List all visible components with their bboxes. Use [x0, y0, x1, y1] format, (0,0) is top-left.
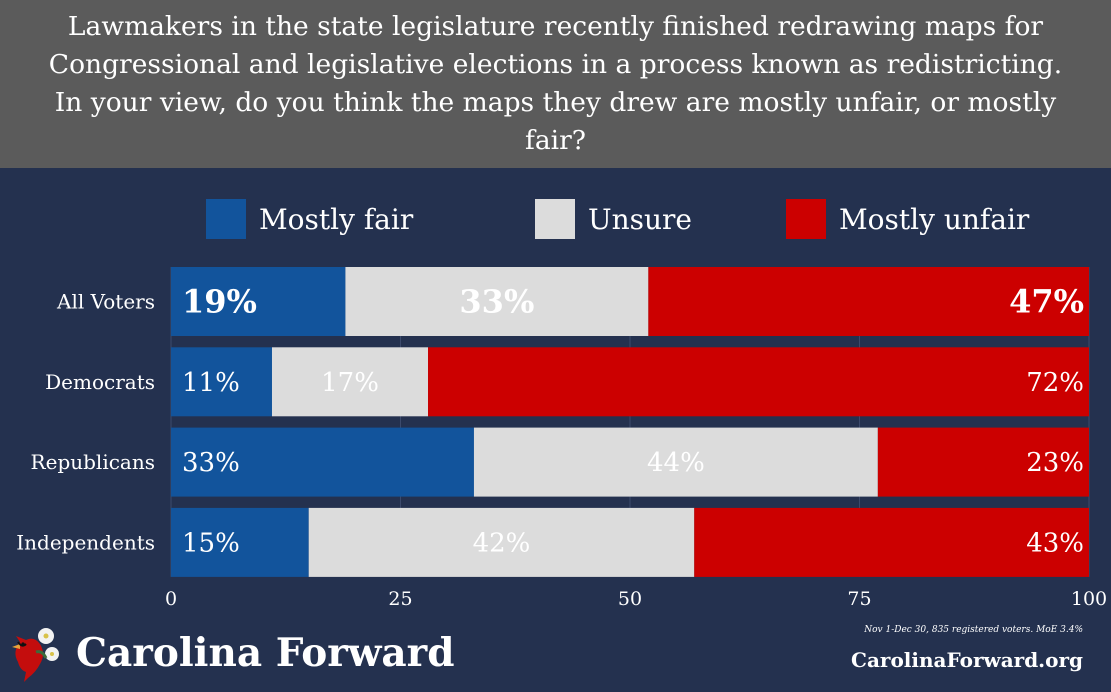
bar-segment — [171, 267, 346, 336]
category-label: All Voters — [56, 290, 155, 314]
bar-segment — [171, 347, 272, 417]
bar-segment — [171, 427, 474, 497]
data-label: 43% — [1026, 528, 1084, 558]
data-label: 11% — [182, 368, 240, 398]
data-label: 72% — [1026, 368, 1084, 398]
title-banner: Lawmakers in the state legislature recen… — [0, 0, 1111, 168]
bar-segment — [473, 427, 878, 497]
bar-segment — [694, 507, 1089, 577]
data-label: 47% — [1009, 283, 1084, 321]
bar-segment — [648, 267, 1089, 336]
bar-segment — [271, 347, 429, 417]
legend: Mostly fair Unsure Mostly unfair — [0, 196, 1111, 246]
website-link[interactable]: CarolinaForward.org — [851, 648, 1083, 672]
legend-swatch-mostly-unfair — [786, 199, 826, 239]
stacked-bar-chart: All Voters 19% 33% 47% Democrats 11% 17% 72% Rep… — [16, 267, 1107, 610]
x-tick-label: 75 — [847, 588, 871, 610]
category-label: Democrats — [45, 370, 155, 394]
chart-title: Lawmakers in the state legislature recen… — [48, 11, 1063, 156]
legend-item-unsure: Unsure — [535, 196, 692, 242]
data-label: 33% — [459, 283, 534, 321]
bar-segment — [877, 427, 1089, 497]
legend-swatch-mostly-fair — [206, 199, 246, 239]
category-label: Independents — [16, 530, 155, 554]
data-label: 15% — [182, 528, 240, 558]
bar-segment — [308, 507, 695, 577]
category-label: Republicans — [31, 450, 155, 474]
brand-name: Carolina Forward — [76, 630, 455, 676]
bar-segment — [428, 347, 1089, 417]
survey-footnote: Nov 1-Dec 30, 835 registered voters. MoE… — [864, 625, 1083, 635]
x-tick-label: 25 — [388, 588, 412, 610]
data-label: 44% — [647, 448, 705, 478]
x-tick-label: 0 — [165, 588, 177, 610]
data-label: 42% — [473, 528, 531, 558]
brand-logo: Carolina Forward — [6, 622, 466, 684]
legend-label-unsure: Unsure — [588, 202, 692, 236]
data-label: 23% — [1026, 448, 1084, 478]
data-label: 33% — [182, 448, 240, 478]
bar-segment — [345, 267, 649, 336]
x-tick-label: 100 — [1071, 588, 1107, 610]
bar-segment — [171, 507, 309, 577]
legend-swatch-unsure — [535, 199, 575, 239]
cardinal-icon — [12, 628, 59, 682]
x-tick-label: 50 — [618, 588, 642, 610]
data-label: 17% — [321, 368, 379, 398]
data-label: 19% — [182, 283, 257, 321]
legend-item-mostly-unfair: Mostly unfair — [786, 196, 1029, 242]
legend-item-mostly-fair: Mostly fair — [206, 196, 413, 242]
legend-label-mostly-fair: Mostly fair — [259, 202, 414, 236]
legend-label-mostly-unfair: Mostly unfair — [839, 202, 1030, 236]
